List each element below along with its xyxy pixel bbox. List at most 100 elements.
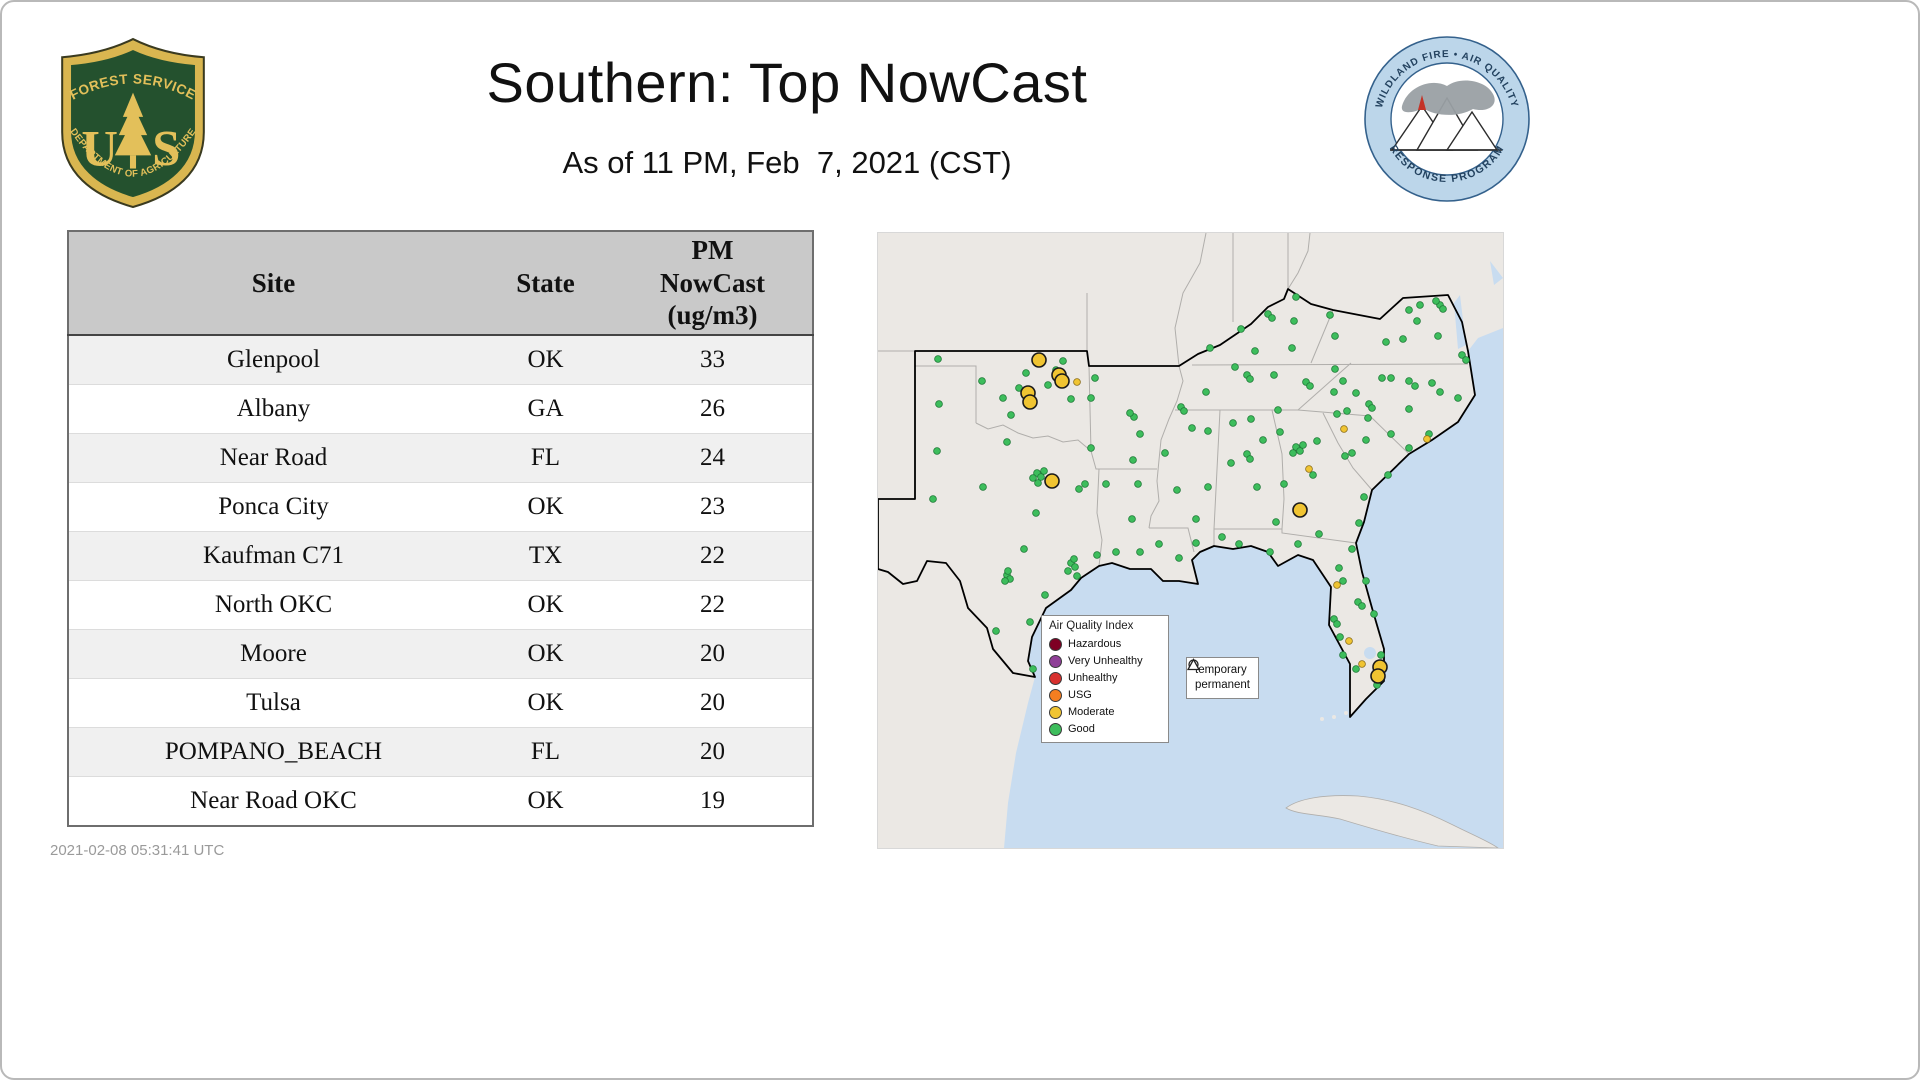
aqi-legend-title: Air Quality Index bbox=[1049, 620, 1134, 632]
map-panel: Air Quality Index Hazardous Very Unhealth… bbox=[877, 232, 1504, 849]
monitor-dot-good bbox=[1134, 480, 1142, 488]
monitor-dot-good bbox=[1022, 369, 1030, 377]
value-cell: 22 bbox=[613, 531, 813, 581]
state-cell: TX bbox=[478, 531, 613, 581]
monitor-dot-good bbox=[1428, 379, 1436, 387]
monitor-dot-good bbox=[1029, 474, 1037, 482]
monitor-dot-good bbox=[1289, 449, 1297, 457]
monitor-dot-good bbox=[1003, 438, 1011, 446]
monitor-dot-good bbox=[1246, 375, 1254, 383]
flame-icon bbox=[1418, 95, 1426, 110]
monitor-dot-good bbox=[1360, 493, 1368, 501]
monitor-dot-good bbox=[1032, 509, 1040, 517]
monitor-dot-good bbox=[1280, 480, 1288, 488]
value-cell: 20 bbox=[613, 629, 813, 679]
monitor-dot-good bbox=[1387, 374, 1395, 382]
monitor-dot-good bbox=[1175, 554, 1183, 562]
monitor-dot-good bbox=[1348, 545, 1356, 553]
monitor-dot-good bbox=[1290, 317, 1298, 325]
monitor-dot-good bbox=[933, 447, 941, 455]
monitor-dot-good bbox=[1231, 363, 1239, 371]
table-row: Near Road OKC OK 19 bbox=[68, 776, 813, 826]
monitor-dot-good bbox=[1202, 388, 1210, 396]
col-header-pm-nowcast: PM NowCast (ug/m3) bbox=[613, 231, 813, 336]
aqi-color-swatch bbox=[1049, 705, 1062, 719]
monitor-dot-good bbox=[1274, 406, 1282, 414]
monitor-dot-good bbox=[1136, 430, 1144, 438]
state-cell: OK bbox=[478, 334, 613, 385]
monitor-dot-moderate bbox=[1340, 425, 1348, 433]
monitor-dot-good bbox=[934, 355, 942, 363]
aqi-legend: Air Quality Index Hazardous Very Unhealth… bbox=[1041, 615, 1169, 743]
monitor-dot-good bbox=[1075, 485, 1083, 493]
monitor-dot-moderate bbox=[1073, 378, 1081, 386]
monitor-circle-moderate-temporary bbox=[1370, 668, 1386, 684]
monitor-dot-good bbox=[1192, 515, 1200, 523]
monitor-dot-good bbox=[978, 377, 986, 385]
monitor-dot-good bbox=[1362, 577, 1370, 585]
monitor-dot-good bbox=[979, 483, 987, 491]
monitor-dot-good bbox=[1136, 548, 1144, 556]
monitor-dot-good bbox=[1411, 382, 1419, 390]
monitor-dot-good bbox=[1405, 405, 1413, 413]
aqi-legend-item: USG bbox=[1049, 688, 1161, 702]
value-cell: 33 bbox=[613, 334, 813, 385]
site-cell: North OKC bbox=[68, 580, 478, 630]
value-cell: 20 bbox=[613, 727, 813, 777]
col-header-site: Site bbox=[68, 231, 478, 336]
monitor-marker-layer bbox=[929, 293, 1470, 689]
monitor-circle-moderate-temporary bbox=[1031, 352, 1047, 368]
monitor-dot-good bbox=[1235, 540, 1243, 548]
symbol-legend: temporary permanent bbox=[1186, 657, 1259, 699]
monitor-dot-good bbox=[1087, 444, 1095, 452]
monitor-dot-good bbox=[1296, 447, 1304, 455]
monitor-dot-good bbox=[1331, 332, 1339, 340]
value-cell: 24 bbox=[613, 433, 813, 483]
monitor-dot-good bbox=[1413, 317, 1421, 325]
monitor-dot-good bbox=[1339, 577, 1347, 585]
title-block: Southern: Top NowCast As of 11 PM, Feb 7… bbox=[232, 50, 1342, 181]
fs-logo-letter-u: U bbox=[81, 120, 118, 176]
aqi-legend-label: Unhealthy bbox=[1068, 671, 1118, 684]
monitor-dot-good bbox=[1377, 651, 1385, 659]
monitor-dot-good bbox=[1246, 455, 1254, 463]
monitor-dot-moderate bbox=[1358, 660, 1366, 668]
monitor-dot-good bbox=[1333, 620, 1341, 628]
land-area bbox=[878, 233, 1503, 848]
nowcast-table: Site State PM NowCast (ug/m3) Glenpool OK… bbox=[67, 230, 814, 827]
monitor-dot-good bbox=[1384, 471, 1392, 479]
value-cell: 26 bbox=[613, 384, 813, 434]
monitor-dot-moderate bbox=[1345, 637, 1353, 645]
table-row: Near Road FL 24 bbox=[68, 433, 813, 483]
table-row: Albany GA 26 bbox=[68, 384, 813, 434]
monitor-dot-good bbox=[1007, 411, 1015, 419]
monitor-dot-good bbox=[1315, 530, 1323, 538]
chesapeake-bay-water bbox=[1454, 261, 1503, 349]
monitor-dot-moderate bbox=[1305, 465, 1313, 473]
table-row: Tulsa OK 20 bbox=[68, 678, 813, 728]
state-cell: FL bbox=[478, 433, 613, 483]
monitor-dot-good bbox=[929, 495, 937, 503]
table-row: North OKC OK 22 bbox=[68, 580, 813, 630]
monitor-dot-good bbox=[1299, 441, 1307, 449]
lake-okeechobee bbox=[1364, 647, 1376, 659]
forest-service-logo: FOREST SERVICE DEPARTMENT OF AGRICULTURE… bbox=[61, 37, 205, 209]
site-cell: Albany bbox=[68, 384, 478, 434]
monitor-dot-good bbox=[1026, 618, 1034, 626]
monitor-dot-good bbox=[1266, 548, 1274, 556]
monitor-dot-good bbox=[1093, 551, 1101, 559]
site-cell: Near Road bbox=[68, 433, 478, 483]
table-row: Ponca City OK 23 bbox=[68, 482, 813, 532]
monitor-dot-good bbox=[1313, 437, 1321, 445]
monitor-dot-good bbox=[1102, 480, 1110, 488]
monitor-dot-good bbox=[1405, 306, 1413, 314]
airfire-logo: WILDLAND FIRE • AIR QUALITY RESPONSE PRO… bbox=[1364, 36, 1530, 202]
monitor-dot-good bbox=[1044, 381, 1052, 389]
aqi-legend-item: Good bbox=[1049, 722, 1161, 736]
monitor-dot-good bbox=[1434, 332, 1442, 340]
monitor-dot-good bbox=[1352, 389, 1360, 397]
monitor-dot-good bbox=[1458, 351, 1466, 359]
monitor-dot-good bbox=[1276, 428, 1284, 436]
monitor-circle-moderate-temporary bbox=[1292, 502, 1308, 518]
monitor-dot-good bbox=[1259, 436, 1267, 444]
